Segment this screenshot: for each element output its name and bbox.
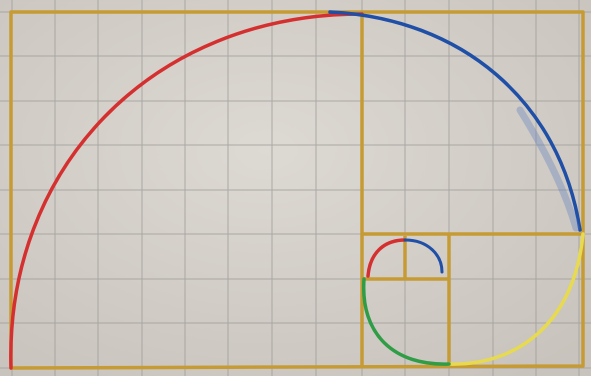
small-red-arc <box>366 238 407 278</box>
yellow-arc <box>447 232 585 366</box>
golden-rectangle-frame <box>9 10 585 370</box>
blue-arc-shading <box>516 106 580 232</box>
blue-arc <box>328 10 582 232</box>
small-blue-arc <box>403 238 444 274</box>
fibonacci-spiral <box>9 10 585 370</box>
red-arc <box>9 12 364 370</box>
green-arc <box>362 277 451 366</box>
outer-rectangle <box>9 10 585 370</box>
